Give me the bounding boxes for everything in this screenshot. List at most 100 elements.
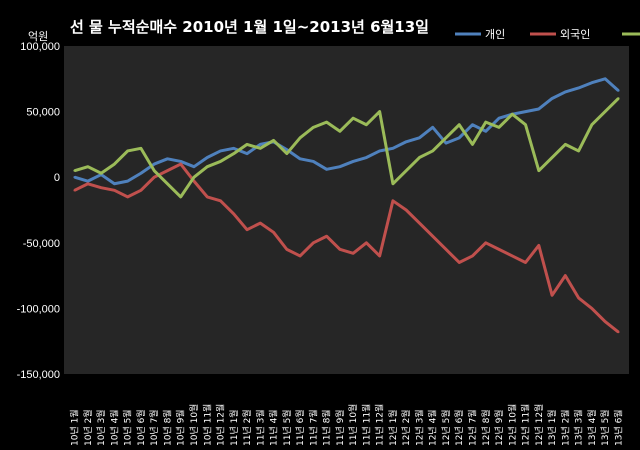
data-point xyxy=(391,182,395,185)
data-point xyxy=(577,149,580,153)
data-point xyxy=(524,123,527,126)
series-line xyxy=(74,77,620,186)
data-point xyxy=(126,179,129,183)
data-point xyxy=(471,123,474,126)
x-tick-label: 11년 5월 xyxy=(281,409,293,446)
legend: 개인외국인기관 xyxy=(455,28,640,41)
data-point xyxy=(86,182,90,185)
data-point xyxy=(577,86,580,90)
data-point xyxy=(179,160,182,163)
data-point xyxy=(259,147,262,150)
data-point xyxy=(139,189,143,192)
data-point xyxy=(458,136,461,140)
data-point xyxy=(86,165,90,168)
data-point xyxy=(298,136,302,140)
x-tick-label: 11년 1월 xyxy=(228,409,240,446)
x-tick-label: 10년 3월 xyxy=(95,409,107,446)
data-point xyxy=(232,152,235,155)
data-point xyxy=(458,123,461,126)
data-point xyxy=(537,107,540,111)
series-line xyxy=(74,97,620,199)
data-point xyxy=(325,120,328,124)
data-point xyxy=(404,208,408,212)
data-point xyxy=(431,235,434,238)
data-point xyxy=(232,147,235,150)
data-point xyxy=(511,254,514,258)
data-point xyxy=(312,241,315,244)
data-point xyxy=(166,169,169,172)
data-point xyxy=(338,248,342,251)
data-point xyxy=(391,147,395,150)
data-point xyxy=(99,186,103,189)
x-tick-label: 12년 6월 xyxy=(453,409,465,446)
x-tick-label: 12년 12월 xyxy=(533,404,545,446)
data-point xyxy=(564,274,567,277)
x-tick-label: 11년 2월 xyxy=(241,409,253,446)
x-tick-label: 13년 5월 xyxy=(599,409,611,446)
data-point xyxy=(312,126,315,129)
data-point xyxy=(179,195,182,199)
data-point xyxy=(564,90,567,94)
x-tick-label: 10년 1월 xyxy=(69,409,81,446)
data-point xyxy=(245,143,249,146)
x-tick-label: 10년 12월 xyxy=(215,404,227,446)
x-tick-label: 11년 7월 xyxy=(307,409,319,446)
data-point xyxy=(365,156,368,159)
data-point xyxy=(99,172,103,175)
x-tick-label: 13년 1월 xyxy=(546,409,558,446)
data-point xyxy=(312,160,315,163)
data-point xyxy=(590,81,594,84)
data-point xyxy=(166,157,169,161)
data-point xyxy=(590,123,594,126)
x-tick-label: 13년 6월 xyxy=(612,409,624,446)
x-tick-label: 11년 11월 xyxy=(360,404,372,446)
data-point xyxy=(484,120,487,124)
x-tick-label: 12년 8월 xyxy=(480,409,492,446)
data-point xyxy=(590,307,594,310)
data-point xyxy=(245,228,249,231)
data-point xyxy=(550,156,554,159)
data-point xyxy=(378,110,381,113)
data-point xyxy=(285,248,289,251)
x-tick-label: 13년 3월 xyxy=(573,409,585,446)
data-point xyxy=(166,182,169,185)
x-tick-label: 10년 6월 xyxy=(135,409,147,446)
legend-label: 외국인 xyxy=(560,28,590,41)
data-point xyxy=(617,97,620,100)
data-point xyxy=(206,195,209,199)
x-tick-label: 12년 4월 xyxy=(427,409,439,446)
data-point xyxy=(298,157,302,161)
data-point xyxy=(351,252,355,255)
x-tick-label: 10년 11월 xyxy=(201,404,213,446)
data-point xyxy=(113,189,116,192)
data-point xyxy=(550,294,554,297)
data-point xyxy=(126,195,129,199)
x-tick-label: 11년 6월 xyxy=(294,409,306,446)
data-point xyxy=(113,182,116,185)
x-tick-label: 10년 8월 xyxy=(161,409,173,446)
data-point xyxy=(537,169,540,172)
data-point xyxy=(325,168,328,171)
x-tick-label: 11년 12월 xyxy=(374,404,386,446)
data-point xyxy=(219,160,222,163)
data-point xyxy=(351,116,355,120)
data-point xyxy=(113,162,116,166)
data-point xyxy=(351,160,355,163)
plot-area xyxy=(64,46,629,374)
x-tick-label: 12년 1월 xyxy=(387,409,399,446)
x-tick-label: 12년 11월 xyxy=(520,404,532,446)
data-point xyxy=(497,126,501,129)
data-point xyxy=(431,149,434,153)
data-point xyxy=(219,199,222,203)
x-tick-label: 12년 7월 xyxy=(466,409,478,446)
data-point xyxy=(431,126,434,129)
data-point xyxy=(444,248,448,251)
data-point xyxy=(298,254,302,258)
x-axis: 10년 1월 10년 2월 10년 3월 10년 4월 10년 5월 10년 6월 10년 … xyxy=(69,404,625,446)
x-tick-label: 11년 4월 xyxy=(268,409,280,446)
data-point xyxy=(139,147,143,150)
x-tick-label: 12년 10월 xyxy=(506,404,518,446)
data-point xyxy=(86,179,90,183)
data-point xyxy=(73,176,76,179)
